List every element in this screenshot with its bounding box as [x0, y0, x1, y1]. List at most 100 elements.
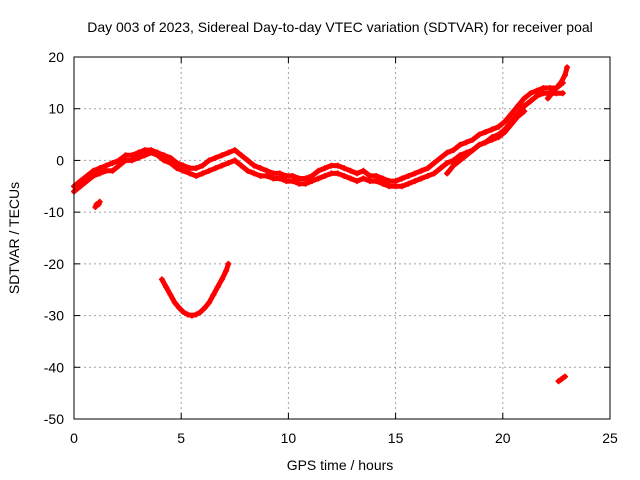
data-point [469, 147, 476, 154]
data-point [489, 126, 496, 133]
x-tick-label: 10 [281, 430, 297, 446]
data-point [508, 110, 515, 117]
data-point [527, 90, 534, 97]
data-point [186, 165, 193, 172]
data-point [201, 304, 208, 311]
data-point [186, 170, 193, 177]
data-point [379, 180, 386, 187]
data-point [392, 178, 399, 185]
data-point [360, 175, 367, 182]
y-tick-label: -10 [44, 204, 64, 220]
data-point [405, 172, 412, 179]
data-point [270, 170, 277, 177]
data-point [527, 97, 534, 104]
data-point [559, 90, 566, 97]
data-point [354, 170, 361, 177]
data-point [109, 160, 116, 167]
data-point [167, 154, 174, 161]
data-point [193, 311, 200, 318]
data-point [77, 178, 84, 185]
data-point [450, 162, 457, 169]
data-point [557, 79, 564, 86]
axis-ticks: 0 5 10 15 20 25 -50 -40 -30 -20 -10 0 10 20 [44, 49, 618, 446]
data-point [549, 90, 556, 97]
data-point [399, 183, 406, 190]
data-point [456, 157, 463, 164]
data-point [218, 152, 225, 159]
data-point [495, 134, 502, 141]
data-point [463, 139, 470, 146]
data-point [141, 152, 148, 159]
data-point [360, 167, 367, 174]
data-point [373, 172, 380, 179]
data-point [167, 160, 174, 167]
data-point [180, 162, 187, 169]
x-axis-label: GPS time / hours [287, 457, 394, 473]
y-tick-label: -30 [44, 308, 64, 324]
data-point [321, 172, 328, 179]
y-tick-label: 20 [48, 49, 64, 65]
grid-lines [74, 57, 610, 419]
data-point [482, 139, 489, 146]
data-point [210, 291, 217, 298]
data-point [231, 157, 238, 164]
data-point [521, 103, 528, 110]
data-point [173, 160, 180, 167]
data-point [90, 167, 97, 174]
data-point [437, 154, 444, 161]
data-point [450, 147, 457, 154]
x-tick-label: 0 [70, 430, 78, 446]
data-point [456, 141, 463, 148]
data-point [444, 170, 451, 177]
data-point [392, 183, 399, 190]
y-tick-label: -40 [44, 359, 64, 375]
data-point [270, 175, 277, 182]
data-point [263, 172, 270, 179]
data-point [302, 175, 309, 182]
data-point [158, 276, 165, 283]
data-point [521, 108, 528, 115]
data-point [321, 165, 328, 172]
data-point [553, 85, 560, 92]
data-point [128, 152, 135, 159]
data-point [283, 178, 290, 185]
data-point [276, 170, 283, 177]
data-point [231, 147, 238, 154]
y-tick-label: -20 [44, 256, 64, 272]
data-point [167, 291, 174, 298]
data-point [184, 311, 191, 318]
data-point [347, 167, 354, 174]
data-point [218, 162, 225, 169]
data-point [514, 103, 521, 110]
data-point [251, 162, 258, 169]
x-tick-label: 15 [388, 430, 404, 446]
data-point [263, 167, 270, 174]
data-point [405, 180, 412, 187]
data-point [308, 178, 315, 185]
data-point [176, 304, 183, 311]
data-point [501, 128, 508, 135]
data-point [296, 175, 303, 182]
data-point [561, 72, 568, 79]
data-point [199, 162, 206, 169]
data-point [561, 373, 568, 380]
data-point [206, 157, 213, 164]
data-point [116, 162, 123, 169]
data-point [223, 267, 230, 274]
data-point [212, 154, 219, 161]
data-point [225, 149, 232, 156]
data-point [411, 170, 418, 177]
y-tick-label: -50 [44, 411, 64, 427]
data-point [161, 157, 168, 164]
data-point [109, 167, 116, 174]
data-point [135, 154, 142, 161]
data-point [476, 131, 483, 138]
data-point [257, 165, 264, 172]
data-point [244, 167, 251, 174]
x-tick-label: 25 [602, 430, 618, 446]
data-point [334, 162, 341, 169]
plot-area-frame [73, 56, 611, 420]
data-point [341, 165, 348, 172]
data-point [180, 308, 187, 315]
